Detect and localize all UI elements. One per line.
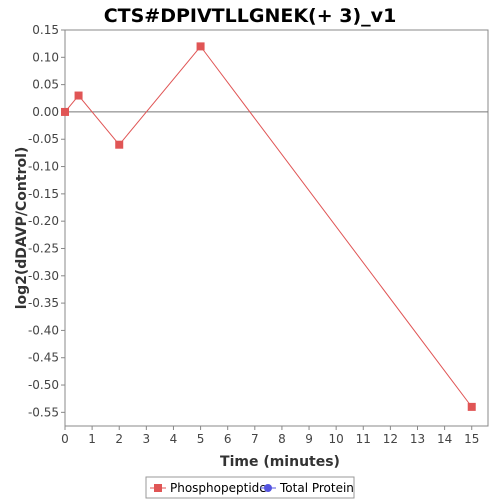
y-tick-label: -0.55 — [28, 405, 59, 419]
x-tick-label: 5 — [197, 432, 205, 446]
x-axis: 0 1 2 3 4 5 6 7 8 9 10 11 12 13 14 15 — [61, 426, 479, 446]
y-tick-label: -0.25 — [28, 241, 59, 255]
y-tick-label: -0.10 — [28, 160, 59, 174]
legend-box — [145, 476, 355, 499]
x-tick-label: 2 — [115, 432, 123, 446]
legend-marker — [264, 484, 272, 492]
x-tick-label: 7 — [251, 432, 259, 446]
x-axis-label: Time (minutes) — [220, 454, 340, 470]
x-tick-label: 1 — [88, 432, 96, 446]
legend-marker — [154, 484, 162, 492]
data-point — [74, 91, 83, 100]
y-tick-label: 0.00 — [32, 105, 59, 119]
x-tick-label: 9 — [305, 432, 313, 446]
data-point — [196, 42, 205, 51]
legend-label: Phosphopeptide — [170, 481, 267, 495]
x-tick-label: 3 — [143, 432, 151, 446]
legend-label: Total Protein — [279, 481, 354, 495]
y-tick-label: -0.15 — [28, 187, 59, 201]
chart-title: CTS#DPIVTLLGNEK(+ 3)_v1 — [104, 5, 397, 27]
y-tick-label: -0.45 — [28, 351, 59, 365]
y-tick-label: 0.05 — [32, 78, 59, 92]
y-tick-label: 0.10 — [32, 50, 59, 64]
y-tick-label: -0.30 — [28, 269, 59, 283]
y-axis: 0.15 0.10 0.05 0.00 -0.05 -0.10 -0.15 -0.20 -0.2… — [28, 23, 65, 419]
y-tick-label: -0.40 — [28, 323, 59, 337]
x-tick-label: 15 — [464, 432, 479, 446]
x-tick-label: 10 — [329, 432, 344, 446]
x-tick-label: 14 — [437, 432, 452, 446]
y-axis-label: log2(dDAVP/Control) — [14, 147, 30, 310]
y-tick-label: -0.50 — [28, 378, 59, 392]
x-tick-label: 4 — [170, 432, 178, 446]
x-tick-label: 6 — [224, 432, 232, 446]
x-tick-label: 13 — [410, 432, 425, 446]
x-tick-label: 8 — [278, 432, 286, 446]
x-tick-label: 0 — [61, 432, 69, 446]
y-tick-label: -0.35 — [28, 296, 59, 310]
y-tick-label: -0.20 — [28, 214, 59, 228]
x-tick-label: 12 — [383, 432, 398, 446]
y-tick-label: 0.15 — [32, 23, 59, 37]
x-tick-label: 11 — [356, 432, 371, 446]
series-layer — [61, 42, 476, 411]
y-tick-label: -0.05 — [28, 132, 59, 146]
legend: Phosphopeptide Total Protein — [145, 476, 355, 499]
data-point — [115, 140, 124, 149]
data-point — [61, 107, 69, 116]
data-point — [467, 402, 476, 411]
plot-area — [64, 29, 489, 427]
